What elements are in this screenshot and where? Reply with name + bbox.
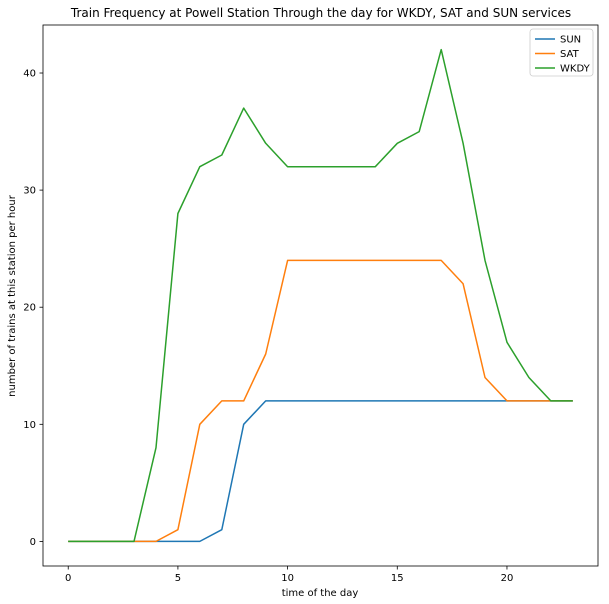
legend-label-sat: SAT xyxy=(560,49,580,60)
series-line-wkdy xyxy=(68,48,573,543)
legend-box xyxy=(529,28,594,77)
series-layer xyxy=(68,48,573,543)
y-tick-label: 20 xyxy=(23,303,36,314)
legend: SUN SAT WKDY xyxy=(529,28,594,77)
x-tick-label: 0 xyxy=(65,573,71,584)
x-tick-label: 20 xyxy=(501,573,514,584)
plot-frame xyxy=(42,24,599,567)
axes-layer: 0 5 10 15 20 0 10 20 30 40 xyxy=(23,24,599,584)
y-tick-label: 40 xyxy=(23,69,36,80)
y-tick-label: 30 xyxy=(23,186,36,197)
x-tick-label: 5 xyxy=(175,573,181,584)
chart-title: Train Frequency at Powell Station Throug… xyxy=(70,6,571,20)
y-tick-label: 0 xyxy=(30,537,36,548)
x-axis-label: time of the day xyxy=(282,588,359,599)
series-line-sat xyxy=(68,259,573,543)
x-tick-label: 10 xyxy=(281,573,294,584)
x-tick-label: 15 xyxy=(391,573,404,584)
y-tick-label: 10 xyxy=(23,420,36,431)
legend-label-wkdy: WKDY xyxy=(560,64,591,75)
legend-label-sun: SUN xyxy=(560,35,581,46)
y-axis-label: number of trains at this station per hou… xyxy=(7,194,18,397)
